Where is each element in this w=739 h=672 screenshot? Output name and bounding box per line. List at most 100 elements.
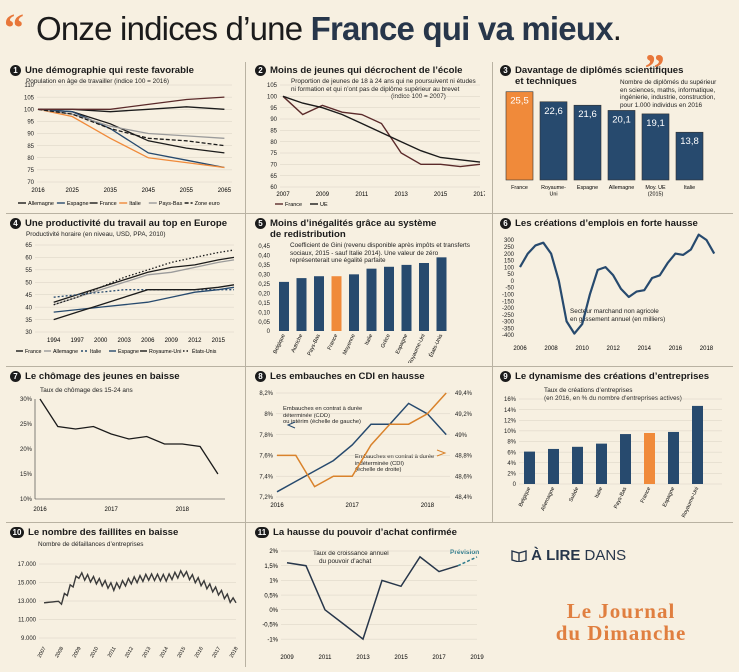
y-tick-label: 9.000	[21, 636, 37, 642]
panel-title: 9 Le dynamisme des créations d’entreprise…	[500, 371, 709, 382]
bar	[419, 263, 429, 331]
y-tick-label: 60	[270, 185, 277, 191]
bar	[524, 451, 535, 484]
chart-decrochage: 60 65 70 75 80 85 90 95 100 105 2007 2009 2011 2013 20…	[267, 83, 485, 208]
x-tick-label: 2010	[575, 346, 589, 352]
y-tick-label: 7,2%	[259, 495, 273, 501]
y-tick-label: 0	[511, 279, 515, 285]
x-category-label: Pays-Bas	[613, 486, 628, 510]
chart-annotation: Secteur marchand non agricole en glisseme…	[570, 308, 666, 323]
y-tick-label: 2%	[507, 472, 516, 478]
divider	[6, 366, 733, 367]
y-tick-label: 100	[24, 107, 35, 113]
y-tick-label: 17.000	[18, 562, 37, 568]
x-tick-label: 1997	[71, 338, 85, 344]
y-tick-label: -300	[502, 320, 515, 326]
x-category-label: Royaume-Uni	[407, 333, 426, 363]
y-tick-label: 250	[504, 245, 515, 251]
chart-productivite: 30 35 40 45 50 55 60 65 1994 1997 2000 2003 2006 2009…	[16, 243, 235, 355]
x-tick-label: 2014	[159, 646, 170, 659]
x-tick-label: 1994	[47, 338, 61, 344]
y-tick-label: 49,4%	[455, 391, 473, 397]
bar	[436, 257, 447, 331]
y-tick-label: 0,25	[258, 282, 270, 288]
legend-label: France	[285, 202, 302, 208]
bar	[548, 448, 559, 484]
series-line-emplois	[519, 233, 716, 335]
x-tick-label: 2018	[700, 346, 714, 352]
legend-label: France	[25, 349, 42, 355]
bar-value-label: 22,6	[544, 106, 563, 117]
x-category-label: Autriche	[291, 333, 305, 353]
x-tick-label: 2012	[124, 646, 135, 659]
y-tick-label: 105	[24, 95, 35, 101]
x-category-label: Italie	[364, 333, 374, 346]
panel-title: 3 Davantage de diplômés scientifiques et t…	[500, 65, 683, 87]
legend-label: Allemagne	[28, 201, 54, 207]
x-category-label: Grèce	[380, 333, 392, 349]
x-tick-label: 2011	[355, 192, 369, 198]
chart-cdi: 7,2% 7,4% 7,6% 7,8% 8% 8,2% 48,4% 48,6% 48,8% 49%…	[259, 391, 473, 509]
panel-title: 4 Une productivité du travail au top en E…	[10, 218, 227, 229]
y-tick-label: 15.000	[18, 581, 37, 587]
bar	[675, 131, 704, 181]
panel-subtitle: Nombre de diplômés du supérieur en scienc…	[620, 79, 717, 109]
bar	[331, 276, 342, 331]
y-tick-label: 1%	[269, 579, 278, 585]
x-tick-label: 2017	[346, 503, 360, 509]
y-tick-label: 25%	[20, 422, 33, 428]
bar	[296, 278, 307, 331]
y-tick-label: 4%	[507, 461, 516, 467]
x-tick-label: 2009	[316, 192, 330, 198]
series-line-france	[53, 256, 235, 303]
panel-emplois: 6 Les créations d’emplois en forte hausse…	[500, 218, 732, 363]
y-tick-label: 0,40	[258, 254, 270, 260]
y-tick-label: 20%	[20, 447, 33, 453]
series-line-états-unis	[53, 249, 235, 306]
y-tick-label: 8%	[264, 412, 273, 418]
series-line-forecast	[457, 556, 478, 567]
y-tick-label: 49%	[455, 433, 468, 439]
x-category-label: Moyenne	[342, 333, 357, 356]
panel-pouvoir-achat: 11 La hausse du pouvoir d’achat confirmée…	[255, 527, 490, 667]
x-category-label: Suède	[568, 486, 580, 503]
x-tick-label: 2006	[513, 346, 527, 352]
y-tick-label: 1,5%	[264, 564, 278, 570]
x-category-label: France	[327, 333, 340, 351]
divider	[492, 62, 493, 522]
y-tick-label: 105	[267, 83, 278, 89]
forecast-label: Prévision	[450, 549, 480, 556]
y-tick-label: 13.000	[18, 599, 37, 605]
x-tick-label: 2055	[180, 188, 194, 194]
chart-chomage: 10% 15% 20% 25% 30% 2016 2017 2018	[20, 397, 225, 513]
bar	[366, 268, 377, 331]
y-tick-label: -100	[502, 292, 515, 298]
x-category-label: Uni	[549, 192, 557, 198]
legend-label: France	[100, 201, 117, 207]
y-tick-label: 80	[270, 140, 277, 146]
y-tick-label: 48,8%	[455, 454, 473, 460]
x-category-label: États-Unis	[427, 333, 444, 359]
x-tick-label: 2015	[394, 655, 408, 661]
panel-decrochage: 2 Moins de jeunes qui décrochent de l’éco…	[255, 65, 485, 210]
series-line-espagne	[53, 286, 235, 313]
y-tick-label: 90	[270, 117, 277, 123]
bar	[573, 104, 602, 181]
panel-faillites: 10 Le nombre des faillites en baisse Nomb…	[10, 527, 240, 667]
a-lire-dans: À LIRE DANS	[511, 547, 626, 564]
y-tick-label: 30%	[20, 397, 33, 403]
y-tick-label: 6%	[507, 450, 516, 456]
legend-label: Pays-Bas	[159, 201, 183, 207]
y-tick-label: 65	[270, 174, 277, 180]
y-tick-label: 75	[270, 151, 277, 157]
y-tick-label: 11.000	[18, 618, 37, 624]
x-tick-label: 2018	[176, 507, 190, 513]
page-title-bold: France qui va mieux	[310, 10, 614, 47]
x-tick-label: 2014	[638, 346, 652, 352]
series-line-ue	[282, 95, 481, 163]
y-tick-label: -200	[502, 306, 515, 312]
panel-subtitle: Taux de chômage des 15-24 ans	[40, 387, 133, 394]
x-tick-label: 2010	[89, 646, 100, 659]
y-tick-label: 45	[25, 293, 32, 299]
x-tick-label: 2011	[319, 655, 333, 661]
